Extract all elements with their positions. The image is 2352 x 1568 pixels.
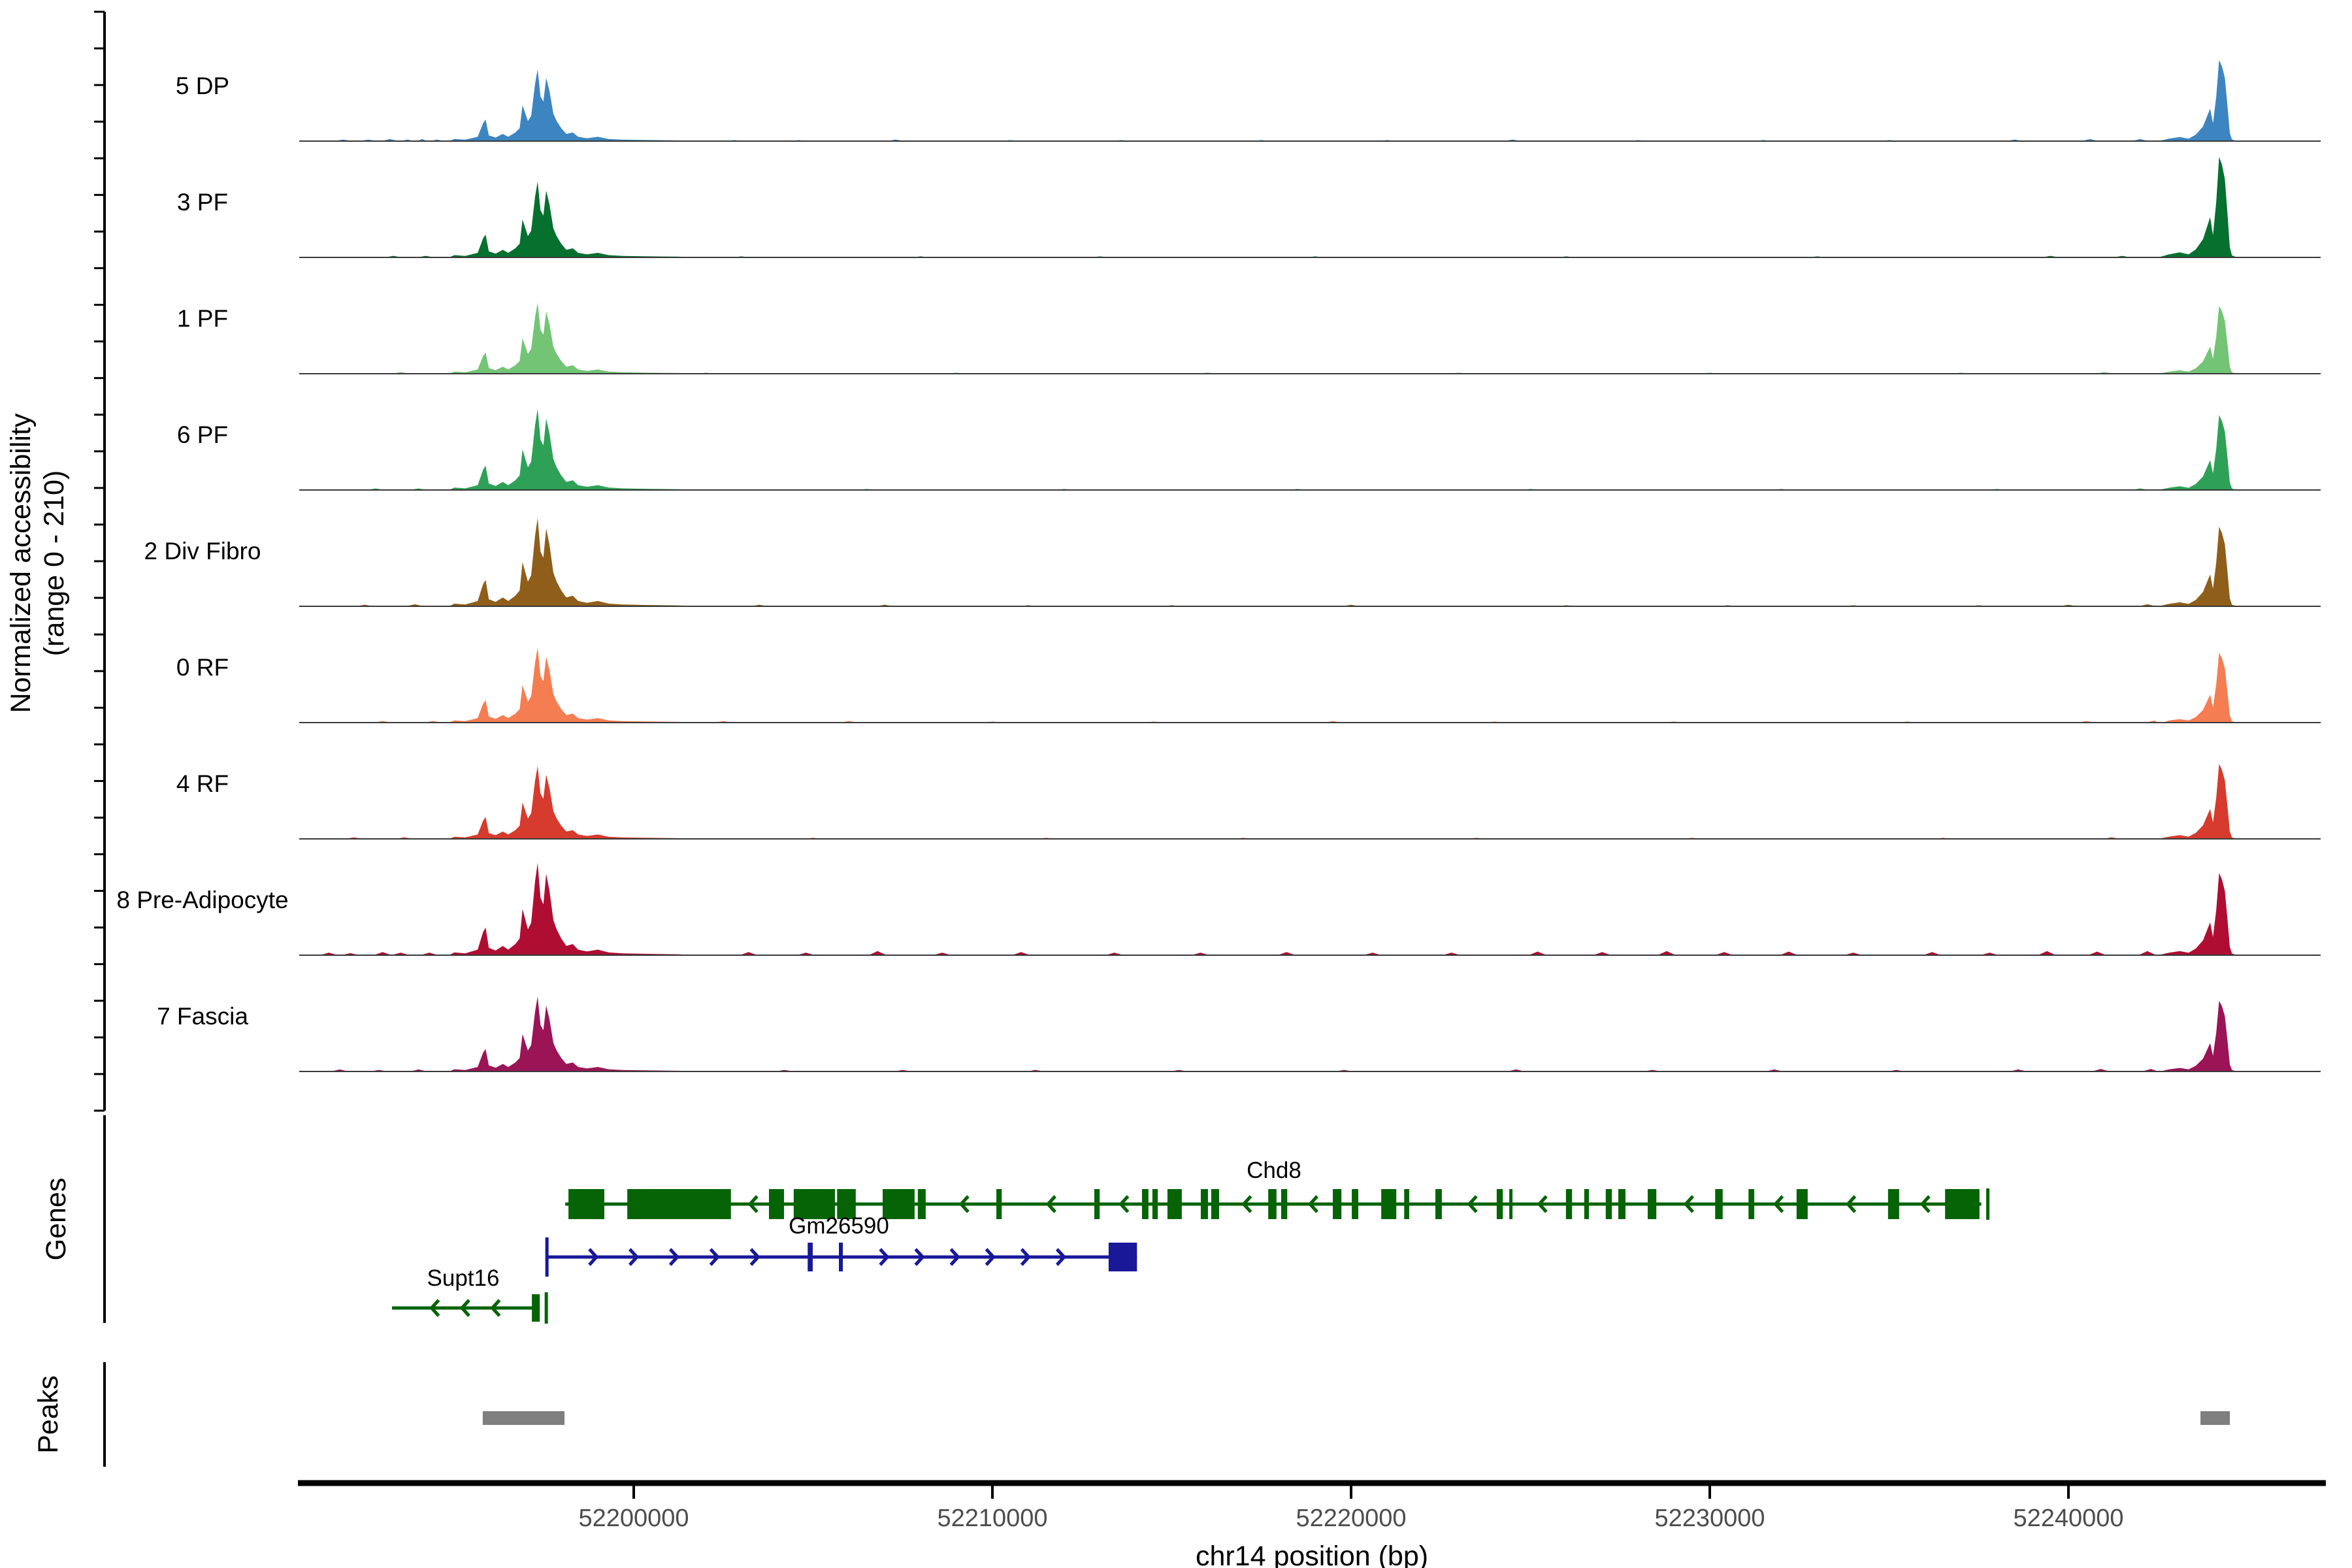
track-label-1-pf: 1 PF	[177, 305, 228, 332]
exon-chd8	[1605, 1189, 1612, 1219]
strand-arrow-icon	[709, 1248, 720, 1266]
track-label-2-div-fibro: 2 Div Fibro	[144, 538, 261, 564]
track-label-4-rf: 4 RF	[176, 770, 229, 797]
strand-arrow-icon	[459, 1299, 470, 1317]
coverage-area-6-pf	[299, 408, 2321, 490]
track-label-0-rf: 0 RF	[176, 654, 229, 681]
exon-chd8	[996, 1189, 1002, 1219]
exon-chd8	[1404, 1189, 1409, 1219]
strand-arrow-icon	[490, 1299, 501, 1317]
exon-gm26590	[1108, 1243, 1137, 1271]
strand-arrow-icon	[1055, 1248, 1067, 1266]
exon-chd8	[568, 1189, 604, 1219]
strand-arrow-icon	[914, 1248, 925, 1266]
strand-arrow-icon	[1919, 1195, 1931, 1213]
strand-arrow-icon	[1773, 1195, 1784, 1213]
x-tick-label: 52220000	[1296, 1505, 1406, 1532]
exon-chd8	[1887, 1189, 1899, 1219]
exon-chd8	[1496, 1189, 1503, 1219]
exon-chd8	[1281, 1189, 1288, 1219]
gene-label-supt16: Supt16	[427, 1266, 500, 1291]
peak-interval	[2200, 1411, 2230, 1425]
strand-arrow-icon	[985, 1248, 996, 1266]
x-tick-label: 52210000	[937, 1505, 1047, 1532]
strand-arrow-icon	[749, 1248, 760, 1266]
exon-chd8	[917, 1189, 926, 1219]
exon-chd8	[883, 1189, 915, 1219]
exon-chd8	[1618, 1189, 1625, 1219]
exon-gm26590	[808, 1243, 813, 1271]
track-label-5-dp: 5 DP	[176, 73, 229, 99]
x-tick-label: 52240000	[2013, 1505, 2123, 1532]
exon-chd8	[1565, 1189, 1573, 1219]
exon-chd8	[1211, 1189, 1219, 1219]
strand-arrow-icon	[429, 1299, 440, 1317]
strand-arrow-icon	[1020, 1248, 1032, 1266]
track-label-6-pf: 6 PF	[177, 421, 228, 448]
strand-arrow-icon	[1467, 1195, 1478, 1213]
exon-chd8	[1748, 1189, 1755, 1219]
exon-chd8	[1167, 1189, 1182, 1219]
exon-chd8	[1094, 1189, 1100, 1219]
peak-interval	[482, 1411, 565, 1425]
exon-chd8	[1268, 1189, 1277, 1219]
track-label-8-pre-adipocyte: 8 Pre-Adipocyte	[116, 887, 288, 913]
strand-arrow-icon	[1845, 1195, 1857, 1213]
exon-chd8	[1796, 1189, 1808, 1219]
coverage-area-8-pre-adipocyte	[299, 862, 2321, 955]
strand-arrow-icon	[1537, 1195, 1548, 1213]
coverage-area-2-div-fibro	[299, 517, 2321, 606]
exon-chd8	[1945, 1189, 1980, 1219]
exon-chd8	[1200, 1189, 1208, 1219]
strand-arrow-icon	[879, 1248, 890, 1266]
plot-content: 5 DP 3 PF 1 PF 6 PF 2 Div Fibro 0 RF 4 RF 8 Pre…	[94, 10, 2326, 1532]
strand-arrow-icon	[629, 1248, 640, 1266]
coverage-area-1-pf	[299, 302, 2321, 374]
strand-arrow-icon	[588, 1248, 599, 1266]
strand-arrow-icon	[958, 1195, 970, 1213]
gene-label-chd8: Chd8	[1247, 1158, 1301, 1183]
coverage-area-5-dp	[299, 59, 2321, 141]
coverage-area-7-fascia	[299, 996, 2321, 1071]
x-axis-title: chr14 position (bp)	[1196, 1541, 1428, 1568]
exon-chd8	[1152, 1189, 1158, 1219]
gene-label-gm26590: Gm26590	[789, 1213, 889, 1239]
track-label-3-pf: 3 PF	[177, 189, 228, 216]
exon-chd8	[1509, 1189, 1513, 1219]
strand-arrow-icon	[1683, 1195, 1695, 1213]
peaks-row-label: Peaks	[33, 1375, 64, 1454]
exon-chd8	[1715, 1189, 1723, 1219]
strand-arrow-icon	[1307, 1195, 1318, 1213]
strand-arrow-icon	[1119, 1195, 1130, 1213]
strand-arrow-icon	[949, 1248, 960, 1266]
coverage-area-3-pf	[299, 157, 2321, 257]
genes-row-label: Genes	[41, 1178, 72, 1261]
strand-arrow-icon	[668, 1248, 680, 1266]
exon-chd8	[1381, 1189, 1397, 1219]
exon-chd8	[627, 1189, 731, 1219]
strand-arrow-icon	[747, 1195, 759, 1213]
exon-chd8	[837, 1189, 856, 1219]
exon-chd8	[1141, 1189, 1149, 1219]
strand-arrow-icon	[1241, 1195, 1252, 1213]
exon-chd8	[768, 1189, 785, 1219]
x-tick-label: 52200000	[578, 1505, 689, 1532]
exon-chd8	[1333, 1189, 1342, 1219]
x-tick-label: 52230000	[1654, 1505, 1765, 1532]
track-label-7-fascia: 7 Fascia	[157, 1003, 248, 1030]
coverage-area-0-rf	[299, 647, 2321, 723]
coverage-area-4-rf	[299, 764, 2321, 839]
y-axis-label-line1: Normalized accessibility	[5, 413, 37, 713]
y-axis-label-line2: (range 0 - 210)	[39, 470, 70, 656]
exon-supt16	[532, 1294, 540, 1322]
exon-chd8	[1584, 1189, 1589, 1219]
exon-chd8	[793, 1189, 835, 1219]
exon-gm26590	[839, 1243, 843, 1271]
exon-chd8	[1435, 1189, 1442, 1219]
exon-chd8	[1648, 1189, 1657, 1219]
strand-arrow-icon	[1045, 1195, 1056, 1213]
exon-chd8	[1352, 1189, 1358, 1219]
